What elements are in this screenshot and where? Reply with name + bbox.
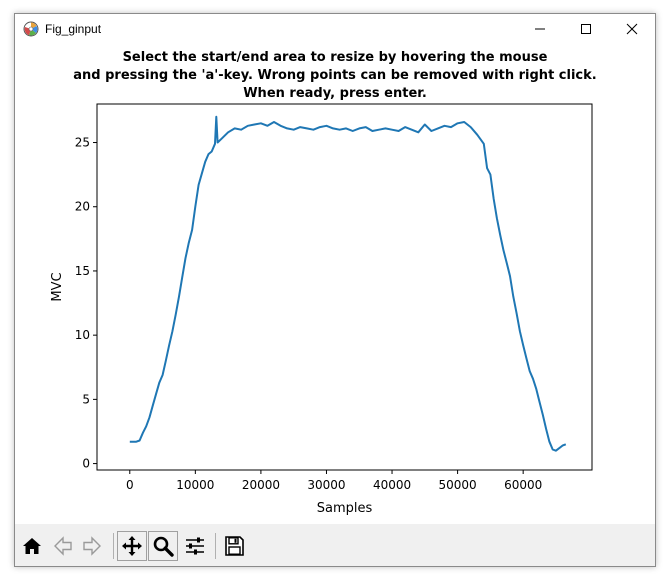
x-tick-label: 20000 bbox=[242, 478, 280, 492]
y-tick-label: 5 bbox=[82, 392, 90, 406]
plot-title-line-3: When ready, press enter. bbox=[243, 86, 427, 101]
zoom-button[interactable] bbox=[148, 531, 178, 561]
figure-canvas[interactable]: Select the start/end area to resize by h… bbox=[15, 44, 655, 524]
zoom-icon bbox=[153, 536, 174, 557]
axes-frame bbox=[96, 103, 593, 471]
home-icon bbox=[23, 538, 41, 554]
y-tick-label: 0 bbox=[82, 457, 90, 471]
maximize-icon bbox=[581, 24, 591, 34]
matplotlib-logo-icon bbox=[23, 21, 39, 37]
y-tick-label: 20 bbox=[75, 200, 90, 214]
close-icon bbox=[626, 23, 638, 35]
minimize-icon bbox=[535, 28, 545, 30]
navigation-toolbar bbox=[15, 524, 655, 566]
pan-button[interactable] bbox=[117, 531, 147, 561]
maximize-button[interactable] bbox=[563, 14, 609, 44]
x-tick-label: 30000 bbox=[307, 478, 345, 492]
y-tick-label: 15 bbox=[75, 264, 90, 278]
plot-title-line-2: and pressing the 'a'-key. Wrong points c… bbox=[73, 68, 597, 83]
forward-icon bbox=[83, 536, 101, 556]
x-tick-label: 60000 bbox=[504, 478, 542, 492]
x-tick-label: 40000 bbox=[373, 478, 411, 492]
x-tick-label: 0 bbox=[126, 478, 134, 492]
title-bar[interactable]: Fig_ginput bbox=[15, 14, 655, 44]
forward-button[interactable] bbox=[77, 531, 107, 561]
home-button[interactable] bbox=[17, 531, 47, 561]
window-title: Fig_ginput bbox=[45, 22, 102, 36]
save-button[interactable] bbox=[219, 531, 249, 561]
minimize-button[interactable] bbox=[517, 14, 563, 44]
close-button[interactable] bbox=[609, 14, 655, 44]
back-icon bbox=[54, 536, 72, 556]
x-tick-label: 50000 bbox=[439, 478, 477, 492]
y-tick-label: 25 bbox=[75, 136, 90, 150]
pan-icon bbox=[122, 536, 142, 556]
plot-title-line-1: Select the start/end area to resize by h… bbox=[122, 50, 548, 65]
line-chart[interactable]: 0 10000 20000 30000 40000 50000 60000 0 5 10 15 20 2… bbox=[15, 44, 655, 524]
figure-window: Fig_ginput Select the start/end area to … bbox=[14, 13, 656, 567]
configure-subplots-button[interactable] bbox=[180, 531, 210, 561]
plot-title: Select the start/end area to resize by h… bbox=[5, 49, 665, 103]
x-axis-label: Samples bbox=[317, 501, 373, 516]
configure-subplots-icon bbox=[186, 537, 204, 555]
series-line-0 bbox=[129, 115, 567, 452]
y-axis-label: MVC bbox=[50, 272, 65, 301]
y-tick-label: 10 bbox=[75, 328, 90, 342]
x-tick-label: 10000 bbox=[176, 478, 214, 492]
save-icon bbox=[225, 536, 244, 556]
toolbar-separator bbox=[113, 533, 114, 559]
toolbar-separator bbox=[215, 533, 216, 559]
back-button[interactable] bbox=[48, 531, 78, 561]
